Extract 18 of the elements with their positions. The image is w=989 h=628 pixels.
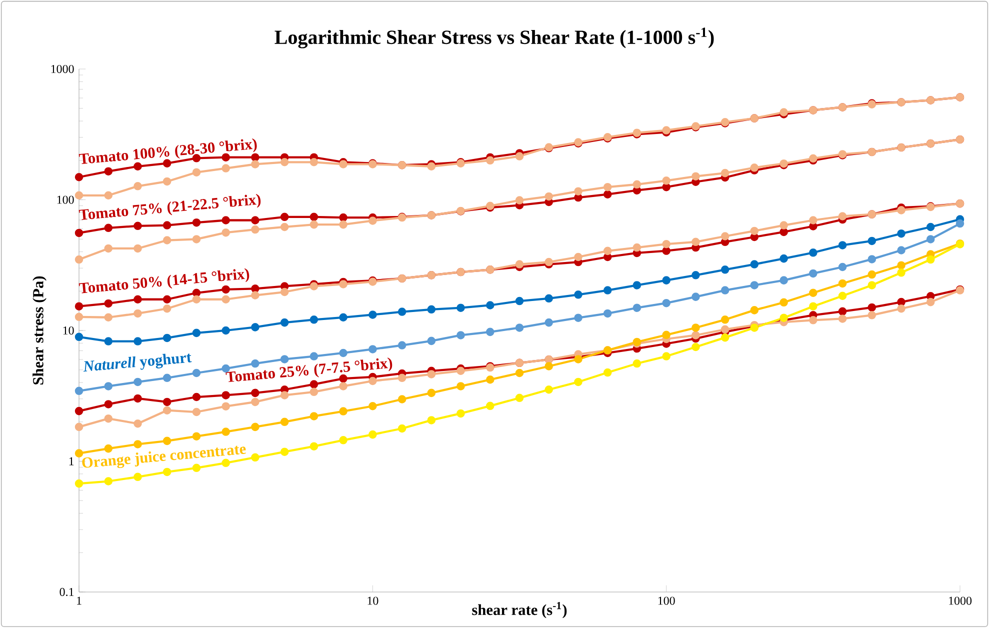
x-tick-label: 1000	[949, 596, 972, 605]
x-tick-label: 10	[368, 596, 378, 605]
x-axis-title: shear rate (s$^{-1}$)	[472, 602, 567, 618]
series-label: Tomato 50% (14-15 °brix)	[78, 268, 250, 294]
series-label: Tomato 75% (21-22.5 °brix)	[78, 194, 261, 220]
series-label: Tomato 100% (28-30 °brix)	[78, 138, 257, 164]
series-label: Naturell yoghurt	[84, 354, 192, 372]
y-tick-label: 100	[57, 196, 74, 204]
x-tick-label: 1	[77, 596, 82, 605]
x-tick-label: 100	[658, 596, 675, 605]
series-label: Tomato 25% (7-7.5 °brix)	[226, 357, 392, 382]
y-tick-label: 1	[69, 457, 74, 466]
series-label: Orange juice concentrate	[82, 446, 246, 468]
y-tick-label: 0.1	[60, 588, 74, 596]
y-tick-label: 10	[63, 326, 74, 335]
y-axis-title: Shear stress (Pa)	[32, 276, 46, 384]
chart-title: Logarithmic Shear Stress vs Shear Rate (1-1000 s$^{-1}$)	[274, 28, 714, 48]
y-tick-label: 1000	[51, 64, 74, 74]
